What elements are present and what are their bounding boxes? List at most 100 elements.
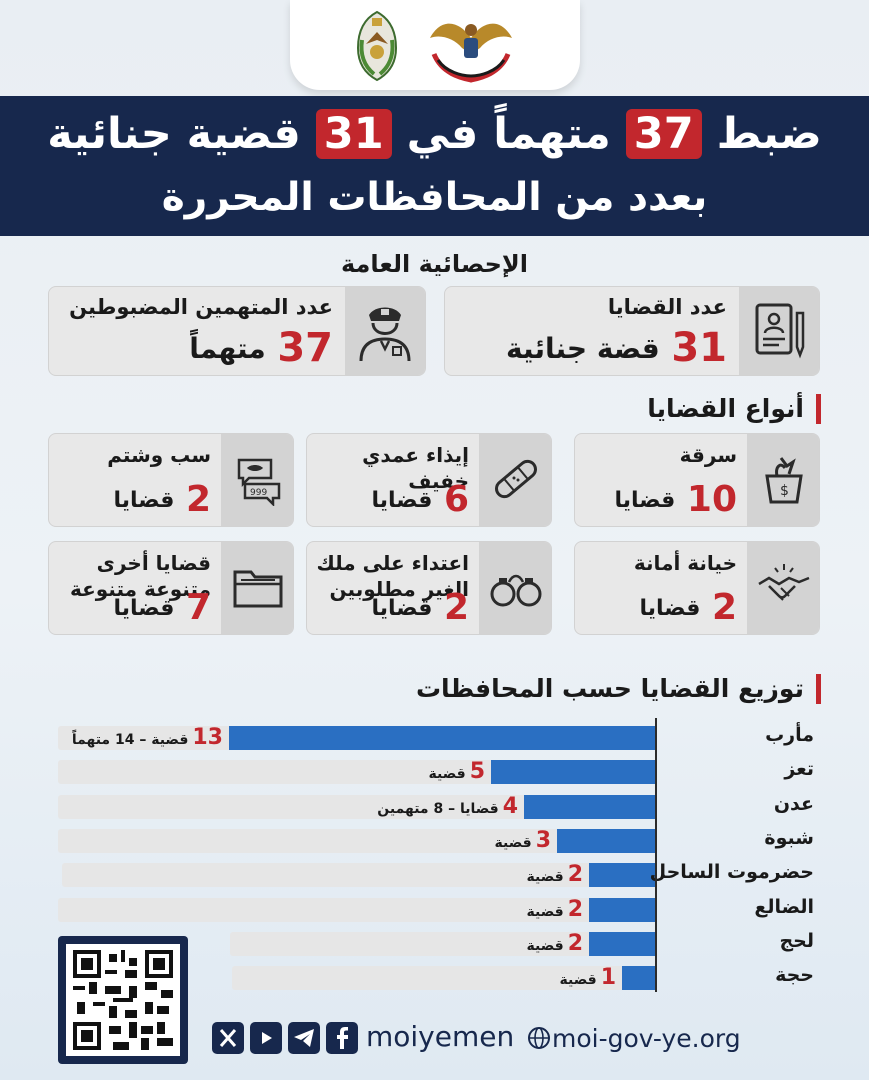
speech-bubbles-icon: 999: [237, 458, 281, 506]
bar: [229, 726, 655, 750]
case-type-number: 2: [443, 587, 469, 628]
case-type-label: خيانة أمانة: [633, 551, 737, 575]
police-emblem-icon: [356, 10, 398, 82]
bar-track: [232, 966, 655, 990]
bar-value-number: 3: [535, 828, 551, 853]
bar-value-label: 2قضية: [40, 932, 583, 956]
bar-value-unit: قضية: [526, 869, 564, 885]
yemen-eagle-emblem-icon: [430, 23, 512, 83]
province-label: مأرب: [765, 724, 814, 746]
facebook-icon[interactable]: [326, 1022, 358, 1054]
bar-value-unit: قضية: [494, 835, 532, 851]
bar-value-unit: قضية: [428, 766, 466, 782]
bar: [589, 898, 655, 922]
headline-accused-count: 37: [625, 109, 702, 159]
bar-value-unit: قضية: [526, 904, 564, 920]
bar-track: [58, 898, 655, 922]
bar-value-number: 4: [502, 794, 518, 819]
headline-suffix: قضية جنائية: [47, 109, 301, 159]
handshake-icon: [758, 564, 810, 601]
bar-track: [230, 932, 655, 956]
bar-track: [62, 863, 655, 887]
case-type-number: 10: [686, 479, 737, 520]
case-type-label: قضايا أخرى متنوعة متنوعة: [69, 551, 211, 601]
case-type-unit: قضايا: [639, 595, 701, 621]
cases-stat-number: 31: [671, 325, 727, 371]
bandage-icon: [495, 459, 537, 499]
subheadline: بعدد من المحافظات المحررة: [161, 175, 708, 220]
website-link[interactable]: moi-gov-ye.org: [552, 1024, 741, 1053]
title-band: [0, 96, 869, 236]
bar-value-number: 1: [600, 965, 616, 990]
bar-value-label: 3قضية: [40, 829, 551, 853]
bar-value-unit: قضية: [526, 938, 564, 954]
handcuffs-icon: [490, 574, 542, 607]
bar: [589, 863, 655, 887]
province-label: عدن: [773, 793, 814, 815]
social-handle[interactable]: moiyemen: [366, 1020, 515, 1053]
accused-stat-unit: متهماً: [189, 331, 266, 365]
accused-stat-label: عدد المتهمين المضبوطين: [69, 295, 333, 319]
bar-value-unit: قضايا – 8 متهمين: [377, 801, 499, 817]
province-label: حجة: [775, 964, 814, 986]
bar-value-label: 4قضايا – 8 متهمين: [40, 795, 518, 819]
case-type-label: سب وشتم: [107, 443, 211, 467]
bar-value-unit: قضية – 14 متهماً: [71, 732, 189, 748]
case-type-label: سرقة: [679, 443, 737, 467]
bar: [524, 795, 655, 819]
headline-cases-count: 31: [315, 109, 392, 159]
case-type-card: $ سرقة 10 قضايا: [574, 433, 820, 527]
cases-stat-label: عدد القضايا: [607, 295, 727, 319]
accused-stat-card: عدد المتهمين المضبوطين 37 متهماً: [48, 286, 426, 376]
bar: [491, 760, 655, 784]
svg-text:$: $: [780, 483, 789, 499]
document-icon: [755, 303, 805, 359]
province-label: حضرموت الساحل: [649, 861, 814, 883]
bar: [622, 966, 655, 990]
police-officer-icon: [359, 307, 411, 362]
case-type-label: اعتداء على ملك الغير مطلوبين: [316, 551, 469, 601]
cases-stat-unit: قضة جنائية: [506, 331, 660, 365]
chart-axis-line: [655, 718, 657, 992]
x-icon[interactable]: [212, 1022, 244, 1054]
bar-value-label: 13قضية – 14 متهماً: [40, 726, 223, 750]
svg-text:999: 999: [250, 488, 267, 498]
bar-value-label: 5قضية: [40, 760, 485, 784]
case-type-unit: قضايا: [371, 595, 433, 621]
case-type-card: قضايا أخرى متنوعة متنوعة 7 قضايا: [48, 541, 294, 635]
general-stats-heading: الإحصائية العامة: [341, 250, 528, 278]
bar-track: [58, 829, 655, 853]
bar-value-number: 2: [567, 931, 583, 956]
case-type-number: 2: [185, 479, 211, 520]
case-type-unit: قضايا: [614, 487, 676, 513]
telegram-icon[interactable]: [288, 1022, 320, 1054]
province-label: لحج: [779, 930, 814, 952]
headline: ضبط 37 متهماً في 31 قضية جنائية: [0, 104, 869, 164]
folder-icon: [233, 570, 283, 608]
bar-value-number: 2: [567, 897, 583, 922]
globe-icon: [528, 1027, 550, 1049]
youtube-icon[interactable]: [250, 1022, 282, 1054]
case-type-card: 999 سب وشتم 2 قضايا: [48, 433, 294, 527]
bar: [589, 932, 655, 956]
province-label: شبوة: [764, 827, 814, 849]
case-type-number: 7: [185, 587, 211, 628]
case-type-unit: قضايا: [371, 487, 433, 513]
case-type-label: إيذاء عمدي خفيف: [362, 443, 469, 493]
bar-value-unit: قضية: [559, 972, 597, 988]
bar: [557, 829, 655, 853]
headline-prefix: ضبط: [716, 109, 822, 159]
bar-value-number: 2: [567, 862, 583, 887]
case-type-number: 2: [711, 587, 737, 628]
case-type-card: إيذاء عمدي خفيف 6 قضايا: [306, 433, 552, 527]
province-label: الضالع: [754, 896, 814, 918]
case-type-unit: قضايا: [113, 487, 175, 513]
qr-code-frame: [58, 936, 188, 1064]
distribution-heading: توزيع القضايا حسب المحافظات: [416, 674, 821, 704]
headline-middle: متهماً في: [406, 109, 611, 159]
case-type-card: اعتداء على ملك الغير مطلوبين 2 قضايا: [306, 541, 552, 635]
qr-code-icon: [73, 950, 173, 1050]
case-type-number: 6: [443, 479, 469, 520]
bar-value-label: 2قضية: [40, 863, 583, 887]
bar-value-label: 2قضية: [40, 898, 583, 922]
